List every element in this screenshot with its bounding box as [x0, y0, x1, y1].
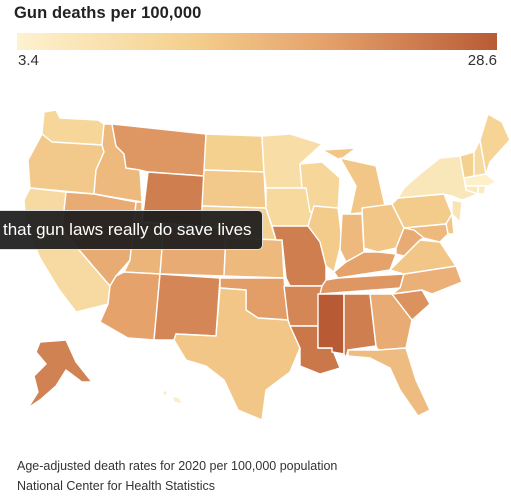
state-RI	[477, 185, 487, 195]
legend-max-label: 28.6	[467, 52, 497, 69]
state-AR	[283, 285, 323, 327]
state-NJ	[451, 199, 463, 223]
state-SD	[201, 169, 267, 209]
source-note: National Center for Health Statistics	[17, 479, 216, 493]
state-MT	[111, 123, 207, 177]
legend-min-label: 3.4	[18, 52, 39, 69]
state-ND	[203, 133, 265, 173]
state-KY	[333, 251, 397, 279]
state-TN	[319, 273, 405, 295]
state-MD	[403, 223, 449, 243]
state-MS	[317, 293, 345, 355]
map-title: Gun deaths per 100,000	[14, 4, 202, 22]
methodology-note: Age-adjusted death rates for 2020 per 10…	[17, 459, 338, 473]
video-caption-overlay: that gun laws really do save lives	[0, 210, 263, 250]
state-MA	[463, 173, 497, 187]
state-FL	[347, 347, 431, 417]
legend-color-scale	[17, 33, 497, 50]
caption-text: that gun laws really do save lives	[3, 220, 252, 239]
state-IL	[307, 205, 343, 273]
state-ME	[479, 113, 511, 175]
state-HI	[161, 389, 183, 405]
us-map-svg	[23, 109, 511, 421]
state-WA	[41, 109, 105, 146]
state-AK	[27, 339, 93, 409]
state-NM	[153, 273, 221, 341]
us-choropleth-map	[0, 90, 511, 421]
state-PA	[391, 193, 453, 229]
